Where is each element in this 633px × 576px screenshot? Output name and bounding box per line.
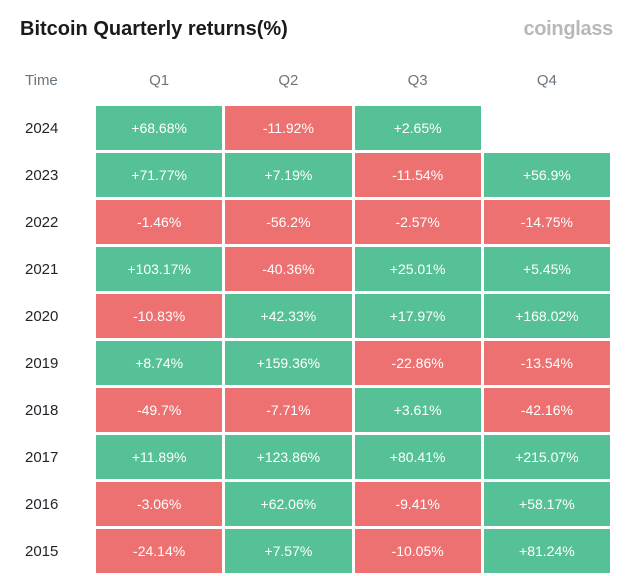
- table-row: 2018-49.7%-7.71%+3.61%-42.16%: [23, 388, 610, 432]
- quarter-header-q2: Q2: [225, 64, 351, 103]
- value-cell: -40.36%: [225, 247, 351, 291]
- year-cell: 2019: [23, 341, 93, 385]
- value-cell: -10.83%: [96, 294, 222, 338]
- year-cell: 2015: [23, 529, 93, 573]
- time-header: Time: [23, 64, 93, 103]
- value-cell: +7.57%: [225, 529, 351, 573]
- value-cell: -9.41%: [355, 482, 481, 526]
- table-header: Time Q1 Q2 Q3 Q4: [23, 64, 610, 103]
- value-cell: -49.7%: [96, 388, 222, 432]
- table-row: 2021+103.17%-40.36%+25.01%+5.45%: [23, 247, 610, 291]
- year-cell: 2023: [23, 153, 93, 197]
- year-cell: 2020: [23, 294, 93, 338]
- table-body: 2024+68.68%-11.92%+2.65%2023+71.77%+7.19…: [23, 106, 610, 573]
- quarter-header-q1: Q1: [96, 64, 222, 103]
- value-cell: +17.97%: [355, 294, 481, 338]
- value-cell: +215.07%: [484, 435, 610, 479]
- value-cell: [484, 106, 610, 150]
- value-cell: +103.17%: [96, 247, 222, 291]
- value-cell: -11.92%: [225, 106, 351, 150]
- value-cell: +71.77%: [96, 153, 222, 197]
- year-cell: 2018: [23, 388, 93, 432]
- value-cell: +3.61%: [355, 388, 481, 432]
- quarter-header-q4: Q4: [484, 64, 610, 103]
- table-row: 2020-10.83%+42.33%+17.97%+168.02%: [23, 294, 610, 338]
- value-cell: -2.57%: [355, 200, 481, 244]
- year-cell: 2017: [23, 435, 93, 479]
- value-cell: -1.46%: [96, 200, 222, 244]
- table-row: 2015-24.14%+7.57%-10.05%+81.24%: [23, 529, 610, 573]
- table-row: 2023+71.77%+7.19%-11.54%+56.9%: [23, 153, 610, 197]
- returns-table: Time Q1 Q2 Q3 Q4 2024+68.68%-11.92%+2.65…: [20, 61, 613, 576]
- value-cell: -56.2%: [225, 200, 351, 244]
- value-cell: +11.89%: [96, 435, 222, 479]
- value-cell: +159.36%: [225, 341, 351, 385]
- header: Bitcoin Quarterly returns(%) coinglass: [20, 18, 613, 41]
- value-cell: -24.14%: [96, 529, 222, 573]
- value-cell: +62.06%: [225, 482, 351, 526]
- value-cell: -10.05%: [355, 529, 481, 573]
- value-cell: -22.86%: [355, 341, 481, 385]
- value-cell: -14.75%: [484, 200, 610, 244]
- value-cell: +2.65%: [355, 106, 481, 150]
- value-cell: +168.02%: [484, 294, 610, 338]
- table-row: 2022-1.46%-56.2%-2.57%-14.75%: [23, 200, 610, 244]
- year-cell: 2021: [23, 247, 93, 291]
- value-cell: +5.45%: [484, 247, 610, 291]
- table-row: 2024+68.68%-11.92%+2.65%: [23, 106, 610, 150]
- table-row: 2017+11.89%+123.86%+80.41%+215.07%: [23, 435, 610, 479]
- value-cell: -7.71%: [225, 388, 351, 432]
- value-cell: -3.06%: [96, 482, 222, 526]
- value-cell: -11.54%: [355, 153, 481, 197]
- value-cell: +80.41%: [355, 435, 481, 479]
- value-cell: +25.01%: [355, 247, 481, 291]
- value-cell: +56.9%: [484, 153, 610, 197]
- value-cell: +42.33%: [225, 294, 351, 338]
- year-cell: 2022: [23, 200, 93, 244]
- value-cell: -13.54%: [484, 341, 610, 385]
- value-cell: +8.74%: [96, 341, 222, 385]
- brand-logo: coinglass: [523, 18, 613, 41]
- value-cell: +123.86%: [225, 435, 351, 479]
- value-cell: +58.17%: [484, 482, 610, 526]
- table-row: 2016-3.06%+62.06%-9.41%+58.17%: [23, 482, 610, 526]
- year-cell: 2024: [23, 106, 93, 150]
- quarter-header-q3: Q3: [355, 64, 481, 103]
- value-cell: +81.24%: [484, 529, 610, 573]
- year-cell: 2016: [23, 482, 93, 526]
- value-cell: +68.68%: [96, 106, 222, 150]
- value-cell: +7.19%: [225, 153, 351, 197]
- table-row: 2019+8.74%+159.36%-22.86%-13.54%: [23, 341, 610, 385]
- value-cell: -42.16%: [484, 388, 610, 432]
- page-title: Bitcoin Quarterly returns(%): [20, 18, 288, 41]
